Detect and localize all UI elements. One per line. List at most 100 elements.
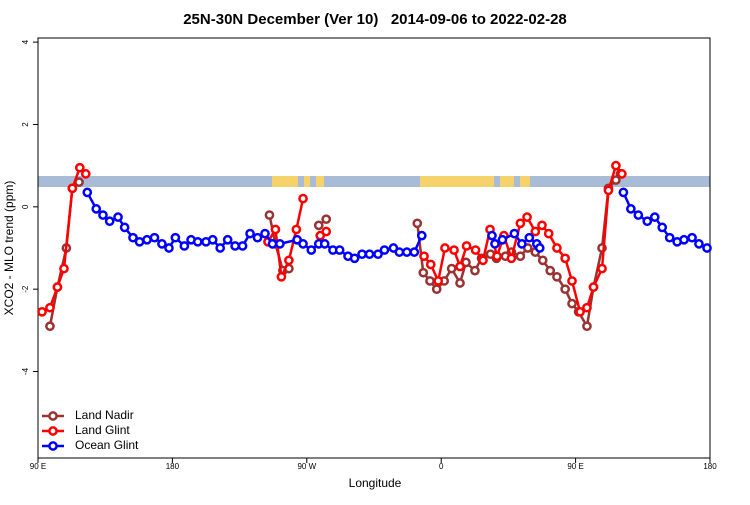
data-point (567, 276, 577, 286)
data-point (149, 232, 160, 243)
data-point (509, 228, 520, 239)
x-tick-label: 180 (166, 462, 180, 471)
x-tick-label: 0 (439, 462, 444, 471)
land-band (420, 176, 494, 187)
data-point (440, 243, 450, 253)
data-point (215, 243, 226, 253)
data-point (260, 228, 270, 239)
ocean-band (38, 176, 710, 187)
data-point (82, 187, 93, 198)
data-point (207, 234, 218, 245)
data-point (455, 278, 465, 288)
data-point (567, 298, 577, 309)
data-point (164, 243, 174, 253)
legend-label: Ocean Glint (75, 438, 139, 452)
data-point (379, 245, 390, 255)
data-point (267, 239, 278, 249)
data-point (597, 263, 607, 274)
y-tick-label: 2 (21, 122, 30, 127)
data-point (470, 245, 481, 255)
data-point (67, 183, 78, 194)
data-point (537, 220, 547, 231)
data-point (298, 193, 308, 204)
data-point (313, 220, 324, 231)
data-point (306, 245, 317, 255)
data-point (626, 204, 636, 214)
land-band (500, 176, 514, 187)
y-tick-label: 4 (21, 39, 30, 44)
data-point (364, 249, 375, 260)
data-point (409, 247, 420, 257)
data-point (402, 247, 412, 257)
legend-label: Land Glint (75, 423, 130, 437)
data-point (319, 239, 330, 249)
data-point (284, 255, 294, 266)
data-point (611, 160, 621, 171)
data-point (537, 255, 548, 266)
data-point (545, 265, 556, 276)
data-point (478, 255, 488, 266)
data-point (104, 216, 115, 227)
data-point (446, 263, 457, 274)
data-point (298, 239, 308, 249)
data-point (418, 267, 429, 278)
data-point (633, 210, 644, 220)
x-axis-label: Longitude (349, 476, 402, 490)
data-point (524, 232, 535, 243)
data-point (321, 214, 332, 225)
data-point (264, 210, 275, 220)
data-point (582, 321, 592, 332)
data-point (419, 251, 429, 262)
data-point (80, 169, 91, 179)
data-point (142, 234, 152, 245)
data-point (515, 218, 526, 229)
x-tick-label: 90 E (30, 462, 46, 471)
chart-title: 25N-30N December (Ver 10) 2014-09-06 to … (183, 11, 567, 28)
data-point (431, 284, 442, 295)
data-point (461, 241, 472, 251)
legend-marker (48, 411, 58, 421)
data-point (245, 228, 255, 239)
data-point (664, 232, 675, 243)
y-tick-label: -4 (21, 367, 30, 375)
data-point (530, 226, 541, 237)
data-point (618, 187, 629, 198)
data-point (492, 251, 502, 262)
data-point (552, 243, 562, 253)
data-point (679, 234, 689, 245)
land-band (520, 176, 530, 187)
data-point (603, 185, 614, 196)
data-point (552, 271, 562, 282)
data-point (425, 276, 435, 286)
data-point (128, 232, 138, 243)
y-tick-label: 0 (21, 204, 30, 209)
data-point (179, 241, 190, 251)
data-point (349, 253, 360, 264)
data-point (506, 253, 517, 264)
data-point (170, 232, 181, 243)
data-point (134, 236, 145, 247)
data-point (588, 282, 599, 292)
data-point (222, 234, 233, 245)
x-tick-label: 90 E (567, 462, 583, 471)
data-point (74, 162, 85, 173)
data-point (119, 222, 130, 233)
data-point (157, 239, 167, 249)
data-point (321, 226, 332, 237)
data-point (560, 284, 570, 295)
data-point (543, 228, 554, 239)
data-point (373, 249, 383, 260)
data-point (575, 306, 585, 317)
data-point (534, 243, 545, 253)
data-point (522, 212, 532, 222)
data-point (291, 224, 302, 235)
legend-marker (48, 441, 58, 451)
data-point (617, 169, 627, 179)
x-tick-label: 90 W (297, 462, 316, 471)
legend-label: Land Nadir (75, 408, 134, 422)
data-point (52, 282, 63, 292)
data-point (642, 216, 653, 227)
